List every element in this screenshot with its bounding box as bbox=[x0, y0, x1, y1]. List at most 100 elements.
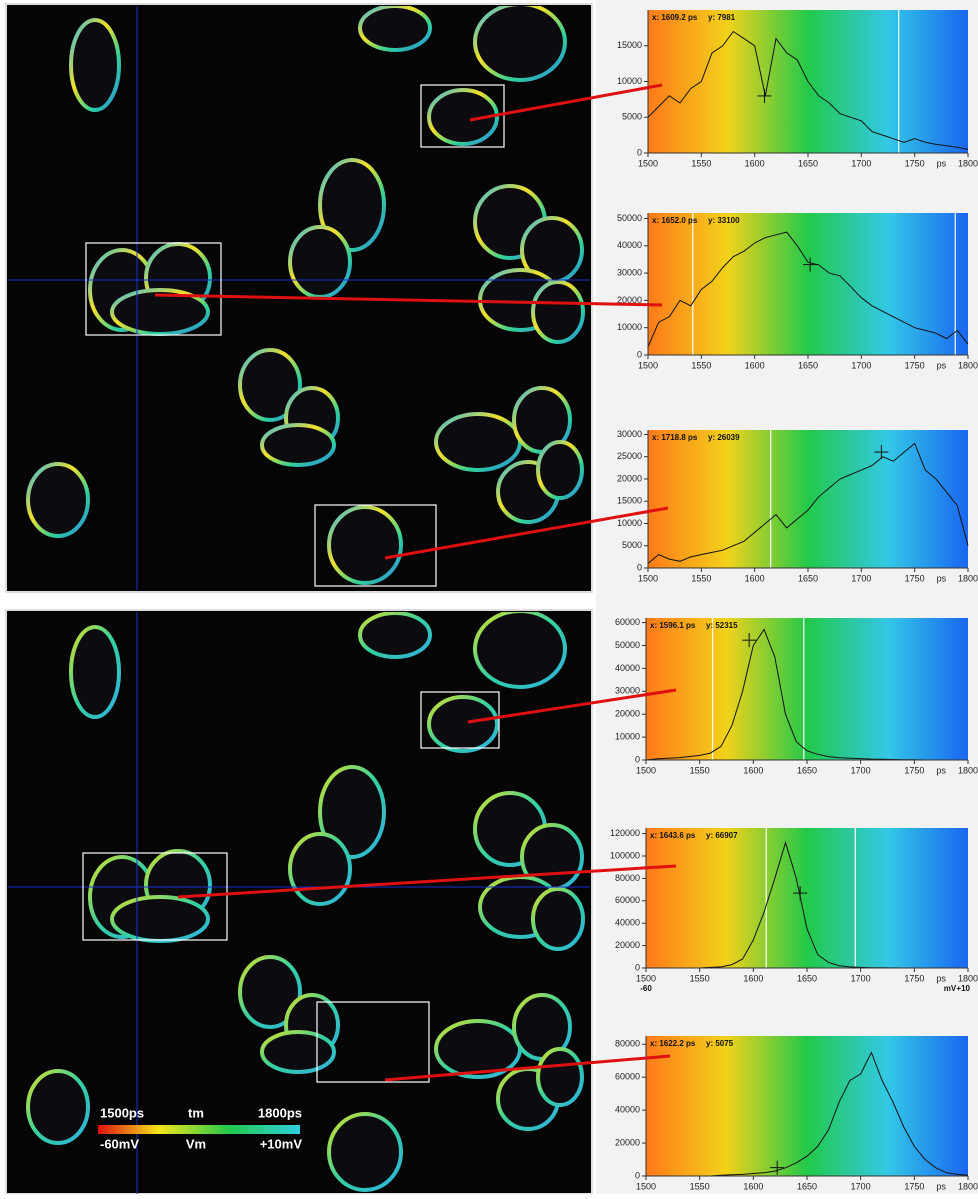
x-unit-label: ps bbox=[937, 360, 947, 370]
y-tick-label: 40000 bbox=[617, 240, 642, 250]
y-tick-label: 20000 bbox=[615, 1137, 640, 1147]
cursor-y-label: y: 33100 bbox=[708, 216, 740, 225]
y-tick-label: 50000 bbox=[617, 213, 642, 223]
x-tick-label: 1800 bbox=[958, 765, 978, 775]
cursor-y-label: y: 7981 bbox=[708, 13, 736, 22]
x-tick-label: 1600 bbox=[743, 765, 763, 775]
x-unit-label: ps bbox=[937, 158, 947, 168]
y-tick-label: 0 bbox=[637, 147, 642, 157]
y-tick-label: 15000 bbox=[617, 40, 642, 50]
x-tick-label: 1700 bbox=[851, 973, 871, 983]
x-tick-label: 1750 bbox=[905, 360, 925, 370]
y-tick-label: 30000 bbox=[615, 686, 640, 696]
cursor-y-label: y: 52315 bbox=[706, 621, 738, 630]
voltage-label: +10 bbox=[956, 984, 970, 993]
x-tick-label: 1700 bbox=[851, 360, 871, 370]
cursor-x-label: x: 1652.0 ps bbox=[652, 216, 698, 225]
y-tick-label: 20000 bbox=[615, 709, 640, 719]
x-tick-label: 1600 bbox=[743, 973, 763, 983]
chart-panel bbox=[596, 0, 978, 1194]
x-tick-label: 1500 bbox=[638, 360, 658, 370]
y-tick-label: 80000 bbox=[615, 1039, 640, 1049]
x-tick-label: 1650 bbox=[797, 765, 817, 775]
x-tick-label: 1500 bbox=[636, 765, 656, 775]
colorbar-label: +10mV bbox=[260, 1136, 303, 1151]
y-tick-label: 10000 bbox=[617, 322, 642, 332]
x-tick-label: 1750 bbox=[905, 573, 925, 583]
x-unit-label: ps bbox=[936, 973, 946, 983]
cursor-x-label: x: 1718.8 ps bbox=[652, 433, 698, 442]
y-tick-label: 40000 bbox=[615, 663, 640, 673]
x-tick-label: 1600 bbox=[745, 158, 765, 168]
x-tick-label: 1700 bbox=[851, 158, 871, 168]
x-tick-label: 1750 bbox=[904, 1181, 924, 1191]
colorbar-label: -60mV bbox=[100, 1136, 139, 1151]
cursor-x-label: x: 1622.2 ps bbox=[650, 1039, 696, 1048]
x-tick-label: 1750 bbox=[904, 765, 924, 775]
y-tick-label: 25000 bbox=[617, 451, 642, 461]
y-tick-label: 10000 bbox=[617, 518, 642, 528]
y-tick-label: 100000 bbox=[610, 850, 640, 860]
x-tick-label: 1650 bbox=[798, 158, 818, 168]
y-tick-label: 20000 bbox=[615, 940, 640, 950]
figure: 1500ps tm 1800ps -60mV Vm +10mV x: 1609.… bbox=[0, 0, 978, 1194]
histogram: x: 1596.1 ps y: 52315 0 10000 20000 30000 4000… bbox=[615, 617, 978, 775]
cursor-y-label: y: 5075 bbox=[706, 1039, 734, 1048]
histogram: x: 1609.2 psy: 7981050001000015000150015… bbox=[617, 10, 978, 168]
cursor-y-label: y: 66907 bbox=[706, 831, 738, 840]
x-tick-label: 1550 bbox=[690, 765, 710, 775]
y-tick-label: 10000 bbox=[617, 76, 642, 86]
plot-area bbox=[646, 828, 968, 968]
x-tick-label: 1700 bbox=[851, 573, 871, 583]
y-tick-label: 20000 bbox=[617, 473, 642, 483]
x-unit-label: ps bbox=[936, 1181, 946, 1191]
x-unit-label: ps bbox=[937, 573, 947, 583]
colorbar-label: 1500ps bbox=[100, 1105, 144, 1120]
cursor-x-label: x: 1596.1 ps bbox=[650, 621, 696, 630]
x-tick-label: 1600 bbox=[743, 1181, 763, 1191]
x-tick-label: 1600 bbox=[745, 360, 765, 370]
y-tick-label: 40000 bbox=[615, 1104, 640, 1114]
x-tick-label: 1500 bbox=[636, 973, 656, 983]
x-tick-label: 1600 bbox=[745, 573, 765, 583]
x-tick-label: 1800 bbox=[958, 573, 978, 583]
y-tick-label: 80000 bbox=[615, 873, 640, 883]
colorbar-label: tm bbox=[188, 1105, 204, 1120]
y-tick-label: 0 bbox=[637, 562, 642, 572]
x-tick-label: 1650 bbox=[798, 573, 818, 583]
x-tick-label: 1550 bbox=[691, 158, 711, 168]
x-tick-label: 1750 bbox=[904, 973, 924, 983]
colorbar-label: Vm bbox=[186, 1136, 206, 1151]
plot-area bbox=[646, 618, 968, 760]
x-tick-label: 1800 bbox=[958, 360, 978, 370]
y-tick-label: 40000 bbox=[615, 918, 640, 928]
x-tick-label: 1650 bbox=[797, 973, 817, 983]
x-tick-label: 1800 bbox=[958, 973, 978, 983]
x-tick-label: 1500 bbox=[636, 1181, 656, 1191]
y-tick-label: 60000 bbox=[615, 617, 640, 627]
x-tick-label: 1750 bbox=[905, 158, 925, 168]
x-tick-label: 1550 bbox=[691, 573, 711, 583]
cursor-y-label: y: 26039 bbox=[708, 433, 740, 442]
colorbar bbox=[98, 1125, 300, 1134]
y-tick-label: 15000 bbox=[617, 496, 642, 506]
cursor-x-label: x: 1609.2 ps bbox=[652, 13, 698, 22]
x-tick-label: 1800 bbox=[958, 1181, 978, 1191]
x-unit-label: ps bbox=[936, 765, 946, 775]
y-tick-label: 30000 bbox=[617, 267, 642, 277]
x-tick-label: 1550 bbox=[690, 1181, 710, 1191]
y-tick-label: 50000 bbox=[615, 640, 640, 650]
x-tick-label: 1800 bbox=[958, 158, 978, 168]
cursor-x-label: x: 1643.6 ps bbox=[650, 831, 696, 840]
y-tick-label: 10000 bbox=[615, 731, 640, 741]
x-tick-label: 1500 bbox=[638, 573, 658, 583]
y-tick-label: 60000 bbox=[615, 1072, 640, 1082]
voltage-label: mV bbox=[944, 984, 957, 993]
y-tick-label: 0 bbox=[635, 754, 640, 764]
y-tick-label: 0 bbox=[635, 962, 640, 972]
y-tick-label: 5000 bbox=[622, 112, 642, 122]
x-tick-label: 1550 bbox=[690, 973, 710, 983]
